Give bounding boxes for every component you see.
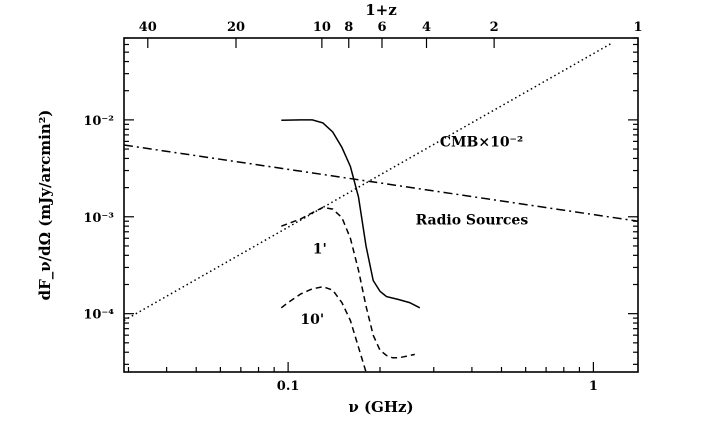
top-axis-title: 1+z <box>365 1 397 19</box>
x-tick-label: 0.1 <box>277 379 300 394</box>
top-tick-label: 1 <box>633 20 642 35</box>
top-tick-label: 6 <box>377 20 386 35</box>
y-axis-ticks: 10⁻⁴ 10⁻³ 10⁻² <box>83 37 638 365</box>
series-line-5 <box>280 285 367 373</box>
x-axis-title: ν (GHz) <box>348 398 413 416</box>
top-tick-label: 10 <box>313 20 331 35</box>
x-axis-ticks: 0.1 1 <box>127 362 598 394</box>
series-line-2 <box>123 144 639 222</box>
series-line-4 <box>281 206 415 359</box>
annotation-1: CMB×10⁻² <box>440 135 523 151</box>
top-tick-label: 40 <box>139 20 157 35</box>
top-tick-label: 4 <box>422 20 431 35</box>
top-axis-ticks: 40 20 10 8 6 4 2 1 <box>139 20 643 48</box>
series-line-1 <box>123 42 613 322</box>
annotation-2: Radio Sources <box>416 213 529 229</box>
top-tick-label: 2 <box>490 20 499 35</box>
y-axis-title: dF_ν/dΩ (mJy/arcmin²) <box>36 110 54 301</box>
annotation-4: 10' <box>300 312 324 328</box>
y-tick-label: 10⁻³ <box>83 211 114 226</box>
y-tick-label: 10⁻⁴ <box>83 308 114 323</box>
top-tick-label: 20 <box>227 20 245 35</box>
series-line-3 <box>281 119 421 309</box>
annotation-3: 1' <box>313 241 327 257</box>
y-tick-label: 10⁻² <box>83 114 114 129</box>
plot-frame <box>123 37 639 373</box>
series-layer <box>123 42 639 373</box>
annotations: CMB×10⁻² Radio Sources 1' 10' <box>300 135 528 329</box>
top-tick-label: 8 <box>344 20 353 35</box>
x-tick-label: 1 <box>589 379 598 394</box>
